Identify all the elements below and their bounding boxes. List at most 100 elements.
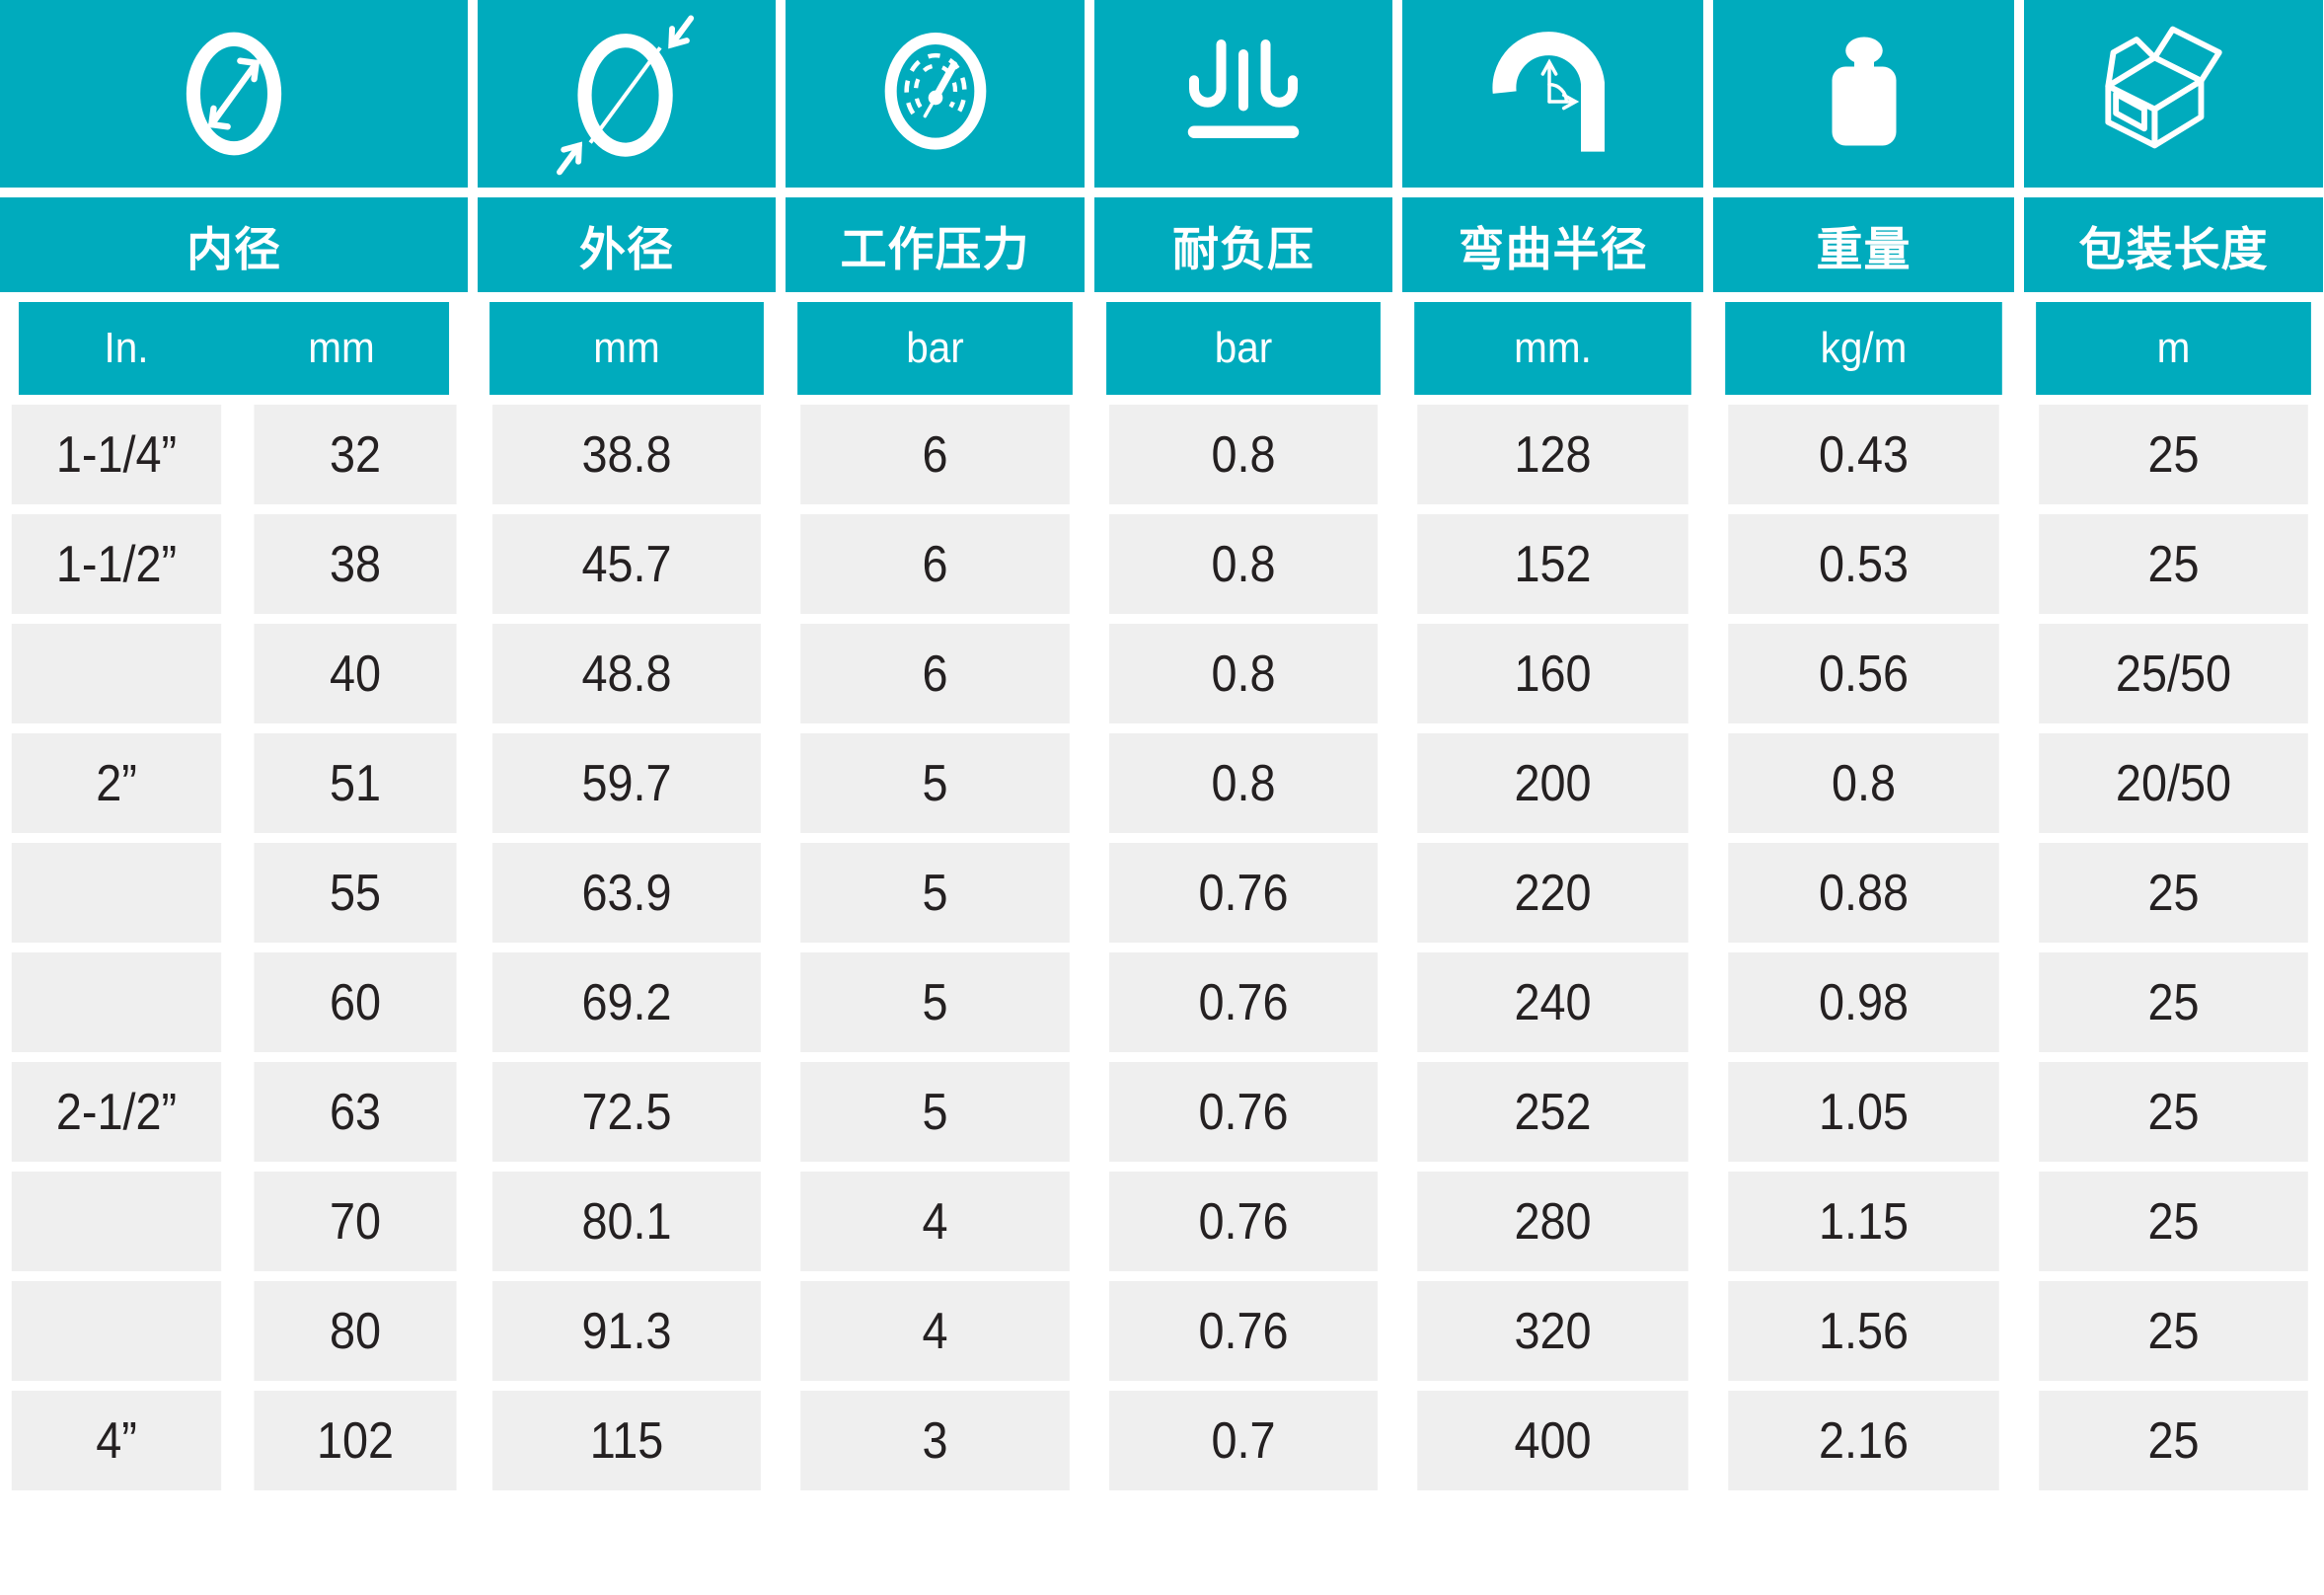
unit-cell-inner-diameter: In. mm xyxy=(18,302,450,395)
cell-inch: 4” xyxy=(11,1391,222,1490)
weight-icon xyxy=(1713,0,2014,188)
cell-inch xyxy=(11,1172,222,1271)
col-header-vacuum: 耐负压 xyxy=(1094,197,1392,292)
cell-bend: 400 xyxy=(1417,1391,1688,1490)
cell-pressure: 4 xyxy=(800,1172,1070,1271)
package-box-icon xyxy=(2024,0,2323,188)
cell-inch xyxy=(11,624,222,723)
cell-vacuum: 0.76 xyxy=(1109,952,1378,1052)
cell-inch: 2-1/2” xyxy=(11,1062,222,1162)
cell-bend: 280 xyxy=(1417,1172,1688,1271)
unit-inches: In. xyxy=(104,324,149,372)
cell-mm: 51 xyxy=(254,733,457,833)
cell-length: 25 xyxy=(2039,1391,2308,1490)
cell-od: 69.2 xyxy=(492,952,761,1052)
unit-bar-pressure: bar xyxy=(797,302,1073,395)
col-header-weight: 重量 xyxy=(1713,197,2014,292)
cell-length: 25 xyxy=(2039,1172,2308,1271)
cell-mm: 70 xyxy=(254,1172,457,1271)
cell-weight: 1.05 xyxy=(1728,1062,1999,1162)
cell-od: 59.7 xyxy=(492,733,761,833)
cell-pressure: 3 xyxy=(800,1391,1070,1490)
cell-length: 25/50 xyxy=(2039,624,2308,723)
cell-vacuum: 0.7 xyxy=(1109,1391,1378,1490)
cell-mm: 102 xyxy=(254,1391,457,1490)
cell-length: 20/50 xyxy=(2039,733,2308,833)
cell-od: 38.8 xyxy=(492,405,761,504)
cell-inch xyxy=(11,1281,222,1381)
cell-pressure: 6 xyxy=(800,624,1070,723)
cell-vacuum: 0.76 xyxy=(1109,1172,1378,1271)
cell-pressure: 5 xyxy=(800,733,1070,833)
cell-mm: 40 xyxy=(254,624,457,723)
cell-inch: 2” xyxy=(11,733,222,833)
cell-od: 91.3 xyxy=(492,1281,761,1381)
col-header-inner-diameter: 内径 xyxy=(0,197,468,292)
outer-diameter-icon xyxy=(478,0,776,188)
cell-weight: 0.53 xyxy=(1728,514,1999,614)
cell-vacuum: 0.8 xyxy=(1109,405,1378,504)
cell-weight: 1.56 xyxy=(1728,1281,1999,1381)
cell-weight: 2.16 xyxy=(1728,1391,1999,1490)
cell-weight: 0.8 xyxy=(1728,733,1999,833)
col-header-bend-radius: 弯曲半径 xyxy=(1402,197,1703,292)
cell-length: 25 xyxy=(2039,843,2308,943)
cell-vacuum: 0.76 xyxy=(1109,1062,1378,1162)
cell-bend: 128 xyxy=(1417,405,1688,504)
cell-mm: 60 xyxy=(254,952,457,1052)
cell-inch: 1-1/2” xyxy=(11,514,222,614)
cell-length: 25 xyxy=(2039,1062,2308,1162)
bend-radius-icon xyxy=(1402,0,1703,188)
cell-od: 72.5 xyxy=(492,1062,761,1162)
cell-bend: 220 xyxy=(1417,843,1688,943)
cell-bend: 252 xyxy=(1417,1062,1688,1162)
cell-length: 25 xyxy=(2039,952,2308,1052)
cell-od: 48.8 xyxy=(492,624,761,723)
cell-mm: 32 xyxy=(254,405,457,504)
cell-mm: 80 xyxy=(254,1281,457,1381)
cell-mm: 63 xyxy=(254,1062,457,1162)
cell-weight: 0.98 xyxy=(1728,952,1999,1052)
unit-mm-bend: mm. xyxy=(1414,302,1691,395)
cell-weight: 1.15 xyxy=(1728,1172,1999,1271)
vacuum-icon xyxy=(1094,0,1392,188)
cell-weight: 0.43 xyxy=(1728,405,1999,504)
cell-weight: 0.56 xyxy=(1728,624,1999,723)
cell-pressure: 5 xyxy=(800,1062,1070,1162)
cell-vacuum: 0.76 xyxy=(1109,1281,1378,1381)
cell-pressure: 5 xyxy=(800,843,1070,943)
unit-mm-outer: mm xyxy=(489,302,764,395)
cell-inch xyxy=(11,952,222,1052)
cell-vacuum: 0.8 xyxy=(1109,624,1378,723)
cell-length: 25 xyxy=(2039,514,2308,614)
inner-diameter-icon xyxy=(0,0,468,188)
cell-length: 25 xyxy=(2039,405,2308,504)
unit-kg-per-m: kg/m xyxy=(1725,302,2002,395)
cell-pressure: 6 xyxy=(800,514,1070,614)
cell-mm: 38 xyxy=(254,514,457,614)
cell-pressure: 4 xyxy=(800,1281,1070,1381)
unit-bar-vacuum: bar xyxy=(1106,302,1381,395)
col-header-packing-length: 包装长度 xyxy=(2024,197,2323,292)
cell-vacuum: 0.8 xyxy=(1109,514,1378,614)
pressure-gauge-icon xyxy=(786,0,1085,188)
cell-vacuum: 0.76 xyxy=(1109,843,1378,943)
cell-pressure: 5 xyxy=(800,952,1070,1052)
cell-bend: 152 xyxy=(1417,514,1688,614)
cell-od: 115 xyxy=(492,1391,761,1490)
cell-bend: 200 xyxy=(1417,733,1688,833)
cell-inch: 1-1/4” xyxy=(11,405,222,504)
cell-mm: 55 xyxy=(254,843,457,943)
cell-weight: 0.88 xyxy=(1728,843,1999,943)
cell-vacuum: 0.8 xyxy=(1109,733,1378,833)
cell-od: 45.7 xyxy=(492,514,761,614)
col-header-outer-diameter: 外径 xyxy=(478,197,776,292)
cell-length: 25 xyxy=(2039,1281,2308,1381)
unit-mm-inner: mm xyxy=(308,324,375,372)
cell-inch xyxy=(11,843,222,943)
col-header-working-pressure: 工作压力 xyxy=(786,197,1085,292)
cell-bend: 160 xyxy=(1417,624,1688,723)
cell-bend: 320 xyxy=(1417,1281,1688,1381)
cell-od: 63.9 xyxy=(492,843,761,943)
cell-pressure: 6 xyxy=(800,405,1070,504)
